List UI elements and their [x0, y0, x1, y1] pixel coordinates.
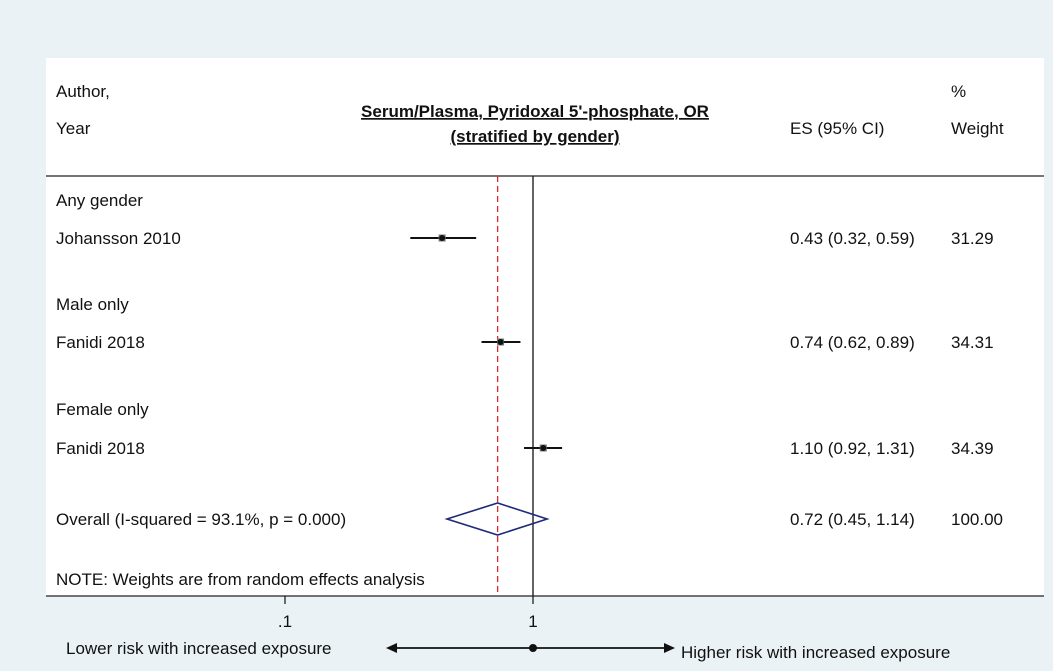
point-estimate [497, 339, 504, 345]
x-axis: .1 1 [278, 596, 538, 631]
point-estimate [540, 445, 547, 451]
note-text: NOTE: Weights are from random effects an… [56, 570, 425, 589]
author-header: Author, [56, 82, 110, 101]
chart-title-line1: Serum/Plasma, Pyridoxal 5'-phosphate, OR [361, 102, 709, 121]
lower-risk-label: Lower risk with increased exposure [66, 639, 332, 658]
weight-value: 34.39 [951, 439, 994, 458]
x-tick-label: .1 [278, 612, 292, 631]
es-ci-value: 0.43 (0.32, 0.59) [790, 229, 915, 248]
weight-value: 31.29 [951, 229, 994, 248]
x-tick-label: 1 [528, 612, 537, 631]
year-header: Year [56, 119, 91, 138]
point-estimate [439, 235, 446, 241]
weight-value: 34.31 [951, 333, 994, 352]
study-label: Johansson 2010 [56, 229, 181, 248]
overall-diamond [444, 502, 550, 536]
group-label: Male only [56, 295, 129, 314]
weight-header: Weight [951, 119, 1004, 138]
right-arrowhead [664, 643, 675, 653]
es-ci-value: 0.74 (0.62, 0.89) [790, 333, 915, 352]
es-ci-value: 0.72 (0.45, 1.14) [790, 510, 915, 529]
left-arrowhead [386, 643, 397, 653]
weight-value: 100.00 [951, 510, 1003, 529]
es-ci-value: 1.10 (0.92, 1.31) [790, 439, 915, 458]
es-header: ES (95% CI) [790, 119, 884, 138]
chart-title-line2: (stratified by gender) [450, 127, 619, 146]
group-label: Any gender [56, 191, 143, 210]
overall-label: Overall (I-squared = 93.1%, p = 0.000) [56, 510, 346, 529]
percent-header: % [951, 82, 966, 101]
direction-center-dot [529, 644, 537, 652]
plot-panel [46, 58, 1044, 596]
rows-layer: Any gender Johansson 2010 0.43 (0.32, 0.59… [56, 191, 1003, 536]
higher-risk-label: Higher risk with increased exposure [681, 643, 950, 662]
study-label: Fanidi 2018 [56, 439, 145, 458]
study-label: Fanidi 2018 [56, 333, 145, 352]
group-label: Female only [56, 400, 149, 419]
